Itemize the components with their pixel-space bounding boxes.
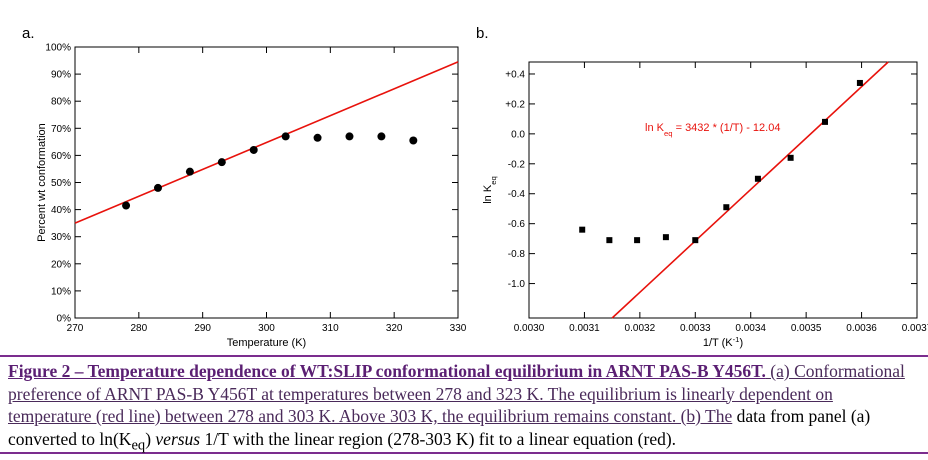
- data-point: [122, 201, 131, 210]
- x-tick-label: 0.0032: [625, 323, 656, 334]
- y-tick-label: 100%: [45, 43, 71, 54]
- x-tick-label: 0.0030: [514, 323, 545, 334]
- fit-equation-part: ln K: [645, 122, 665, 134]
- x-axis-label: Temperature (K): [227, 337, 306, 349]
- y-axis-label-part: ln K: [482, 184, 494, 204]
- x-tick-label: 320: [386, 323, 403, 334]
- x-tick-label: 0.0035: [791, 323, 822, 334]
- panel-label: b.: [476, 25, 489, 42]
- data-point: [754, 175, 761, 182]
- fit-equation-part: = 3432 * (1/T) - 12.04: [673, 122, 781, 134]
- data-point: [281, 132, 290, 141]
- x-tick-label: 0.0033: [680, 323, 711, 334]
- data-point: [821, 118, 828, 125]
- y-tick-label: -0.6: [508, 219, 526, 230]
- y-tick-label: 40%: [51, 205, 71, 216]
- y-tick-label: -0.4: [508, 189, 526, 200]
- caption: Figure 2 – Temperature dependence of WT:…: [0, 355, 928, 454]
- x-tick-label: 270: [67, 323, 84, 334]
- fit-line: [611, 61, 889, 319]
- data-point: [787, 154, 794, 161]
- data-point: [313, 133, 322, 142]
- y-tick-label: -1.0: [508, 279, 526, 290]
- data-point: [217, 158, 226, 167]
- y-tick-label: 50%: [51, 178, 71, 189]
- x-axis-label-part: 1/T (K: [703, 337, 733, 349]
- caption-title: Figure 2 – Temperature dependence of WT:…: [8, 361, 766, 381]
- data-point: [662, 234, 669, 241]
- data-point: [606, 237, 613, 244]
- y-tick-label: 60%: [51, 151, 71, 162]
- figure: a. 270 280 290 300 310 320 330 0% 10% 20% 30% 40% 50%…: [22, 25, 928, 350]
- data-point: [377, 132, 386, 141]
- y-tick-label: 80%: [51, 97, 71, 108]
- caption-italic: versus: [155, 428, 201, 449]
- x-axis-label-part: ): [739, 337, 743, 349]
- fit-equation-subscript: eq: [664, 129, 673, 138]
- y-tick-label: 10%: [51, 286, 71, 297]
- y-tick-label: -0.2: [508, 159, 526, 170]
- y-tick-label: 20%: [51, 259, 71, 270]
- y-tick-label: 30%: [51, 232, 71, 243]
- plot-frame: [74, 46, 459, 319]
- caption-subscript: eq: [131, 437, 146, 453]
- x-tick-label: 280: [130, 323, 147, 334]
- y-tick-label: 70%: [51, 124, 71, 135]
- data-point: [692, 237, 699, 244]
- y-tick-label: -0.8: [508, 249, 526, 260]
- data-point: [634, 237, 641, 244]
- caption-text: (a) Conformational preference of ARNT PA…: [8, 361, 905, 426]
- plot-frame: [528, 61, 918, 319]
- x-axis-label-superscript: -1: [733, 335, 740, 344]
- y-tick-label: 0.0: [511, 129, 525, 140]
- x-tick-label: 310: [322, 323, 339, 334]
- caption-text: ): [145, 428, 156, 449]
- x-tick-label: 300: [258, 323, 275, 334]
- x-tick-label: 0.0034: [735, 323, 766, 334]
- data-point: [249, 145, 258, 154]
- x-tick-label: 0.0037: [902, 323, 928, 334]
- data-point: [345, 132, 354, 141]
- x-tick-label: 290: [194, 323, 211, 334]
- x-tick-label: 330: [450, 323, 467, 334]
- x-tick-label: 0.0031: [569, 323, 600, 334]
- x-tick-label: 0.0036: [846, 323, 877, 334]
- caption-text: 1/T with the linear region (278-303 K) f…: [200, 428, 677, 449]
- data-point: [153, 183, 162, 192]
- data-point: [409, 136, 418, 145]
- caption-text: data from panel (a) converted to ln(K: [8, 406, 871, 449]
- x-axis-label: 1/T (K-1): [703, 335, 743, 350]
- y-tick-label: 0%: [57, 314, 72, 325]
- y-axis-label: ln Keq: [482, 176, 498, 204]
- y-axis-label: Percent wt conformation: [36, 123, 48, 242]
- data-point: [579, 226, 586, 233]
- fit-line: [74, 61, 459, 224]
- y-tick-label: +0.4: [505, 69, 525, 80]
- panel-label: a.: [22, 25, 35, 42]
- data-point: [856, 79, 863, 86]
- y-axis-label-subscript: eq: [489, 176, 498, 185]
- fit-equation: ln Keq = 3432 * (1/T) - 12.04: [645, 122, 780, 138]
- y-tick-label: 90%: [51, 70, 71, 81]
- y-tick-label: +0.2: [505, 99, 525, 110]
- data-point: [185, 167, 194, 176]
- data-point: [723, 204, 730, 211]
